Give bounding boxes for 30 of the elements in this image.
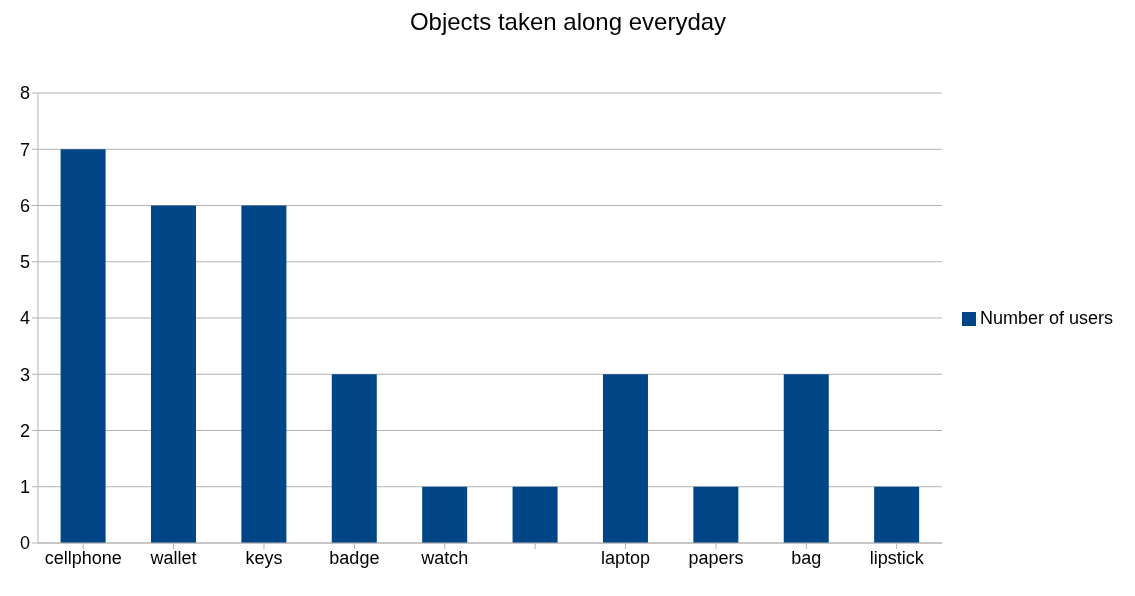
bar bbox=[331, 374, 377, 543]
y-tick-label: 8 bbox=[19, 83, 30, 104]
bar bbox=[150, 205, 196, 543]
y-tick-label: 2 bbox=[19, 420, 30, 441]
bar bbox=[602, 374, 648, 543]
x-tick-label: wallet bbox=[149, 547, 197, 568]
y-tick-label: 3 bbox=[19, 364, 30, 385]
x-tick-label: keys bbox=[245, 547, 283, 568]
bar bbox=[60, 149, 106, 543]
bar bbox=[512, 486, 558, 543]
x-tick-label: papers bbox=[688, 547, 744, 568]
y-tick-label: 5 bbox=[19, 252, 30, 273]
y-tick-label: 0 bbox=[19, 533, 30, 554]
x-tick-label: lipstick bbox=[869, 547, 925, 568]
y-tick-label: 6 bbox=[19, 195, 30, 216]
y-tick-label: 1 bbox=[19, 477, 30, 498]
x-tick-label: bag bbox=[791, 547, 822, 568]
y-tick-label: 7 bbox=[19, 139, 30, 160]
y-tick-label: 4 bbox=[19, 308, 30, 329]
chart-title: Objects taken along everyday bbox=[408, 8, 728, 37]
bar bbox=[874, 486, 920, 543]
x-tick-label: watch bbox=[420, 547, 469, 568]
bar bbox=[422, 486, 468, 543]
x-tick-label: cellphone bbox=[44, 547, 122, 568]
x-tick-label: laptop bbox=[601, 547, 651, 568]
bar bbox=[241, 205, 287, 543]
bar bbox=[693, 486, 739, 543]
x-tick-label: badge bbox=[329, 547, 380, 568]
bar bbox=[783, 374, 829, 543]
legend-label: Number of users bbox=[979, 307, 1113, 328]
